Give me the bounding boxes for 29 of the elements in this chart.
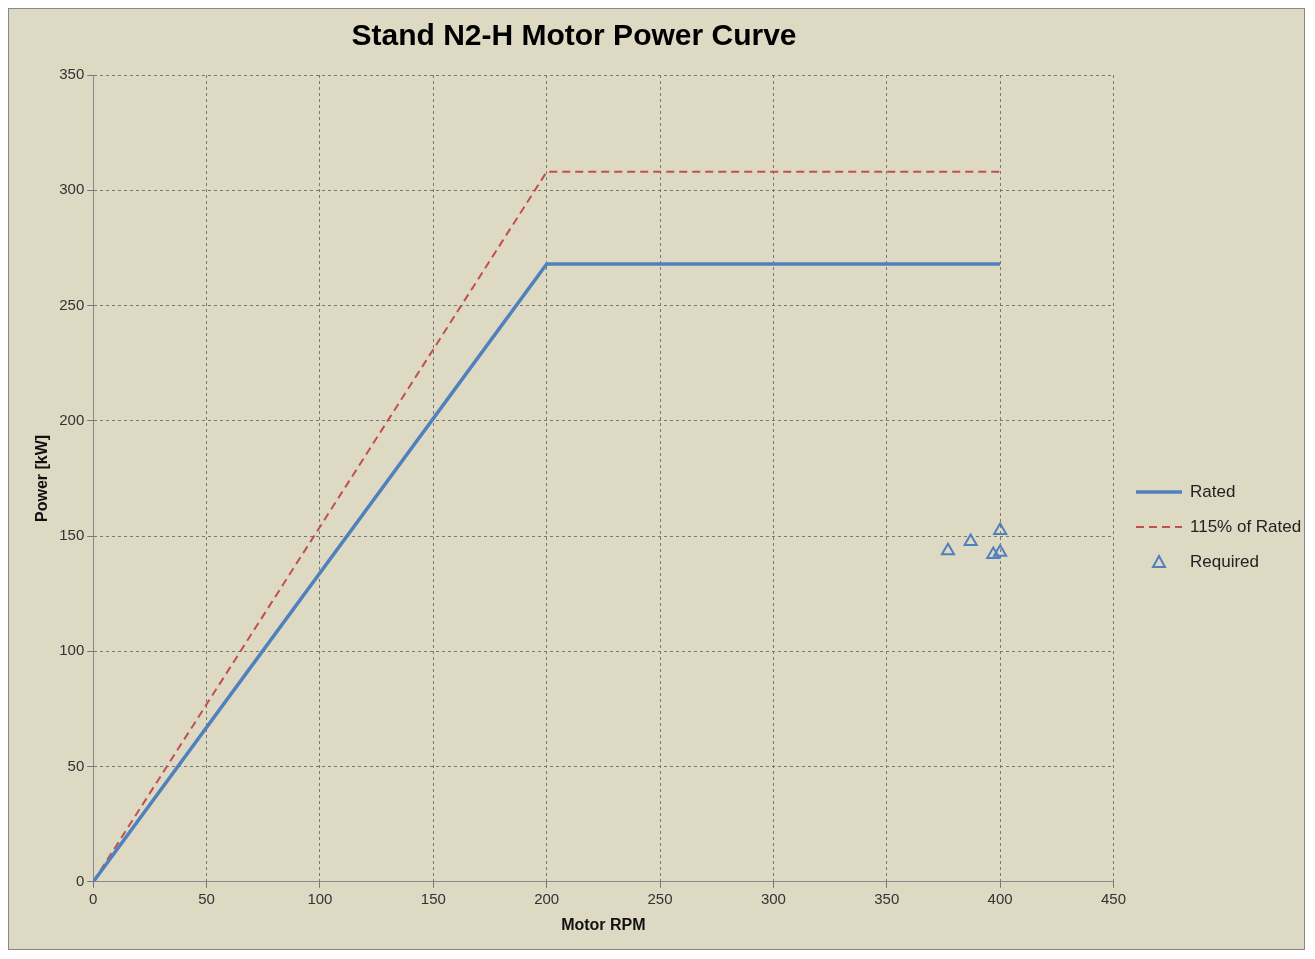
legend-label: 115% of Rated (1190, 516, 1302, 537)
y-tick-label: 300 (59, 180, 85, 198)
y-axis-title: Power [kW] (33, 434, 51, 522)
x-tick-label: 150 (420, 889, 446, 907)
chart-title: Stand N2-H Motor Power Curve (351, 18, 797, 52)
y-tick-label: 150 (59, 526, 85, 544)
x-tick-label: 250 (647, 889, 673, 907)
y-tick-label: 200 (59, 410, 85, 428)
x-tick-label: 0 (89, 889, 98, 907)
point (986, 546, 1001, 559)
y-tick-label: 250 (59, 295, 85, 313)
x-tick-label: 200 (534, 889, 560, 907)
legend-label: Required (1190, 551, 1259, 572)
x-tick-label: 450 (1100, 889, 1126, 907)
x-tick-label: 50 (198, 889, 215, 907)
y-tick-label: 50 (67, 756, 85, 774)
y-tick-label: 0 (75, 871, 85, 889)
legend-label: Rated (1190, 481, 1236, 502)
y-tick-label: 350 (59, 65, 85, 83)
point (993, 544, 1008, 557)
x-axis-title: Motor RPM (561, 915, 646, 933)
point (993, 522, 1008, 535)
x-tick-label: 400 (987, 889, 1013, 907)
x-tick-label: 100 (307, 889, 333, 907)
y-tick-label: 100 (59, 641, 85, 659)
point (940, 542, 956, 556)
x-tick-label: 300 (760, 889, 786, 907)
x-tick-label: 350 (874, 889, 900, 907)
point (963, 533, 978, 547)
